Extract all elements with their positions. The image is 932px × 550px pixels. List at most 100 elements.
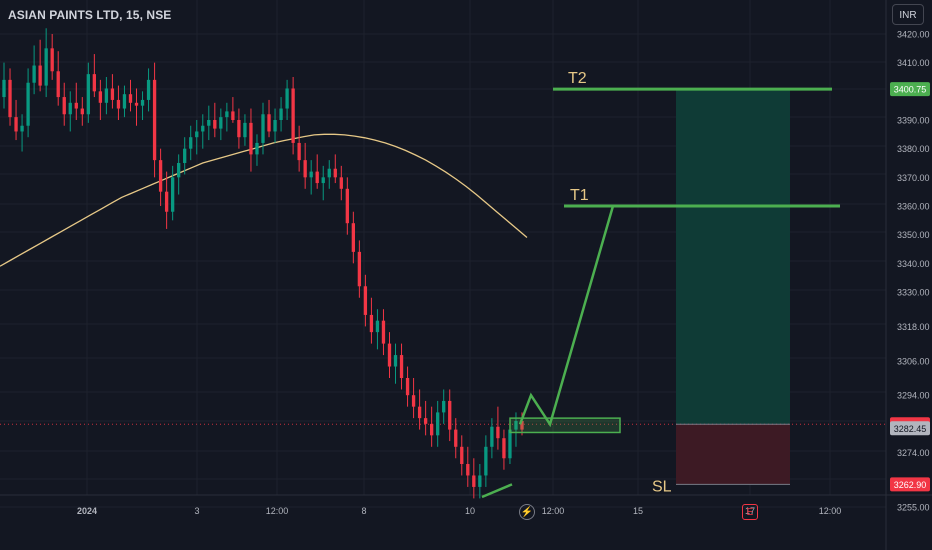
candle-body [74, 102, 78, 109]
candle-body [393, 355, 398, 367]
candle-body [285, 88, 289, 109]
candle-body [273, 120, 277, 132]
currency-button[interactable]: INR [892, 4, 924, 25]
candle-body [38, 65, 42, 86]
candle-body [309, 171, 313, 178]
candle-body [68, 102, 72, 115]
candle-body [520, 421, 524, 430]
price-tick-label: 3294.00 [897, 391, 930, 401]
candle-body [508, 429, 512, 459]
price-tick-label: 3390.00 [897, 116, 930, 126]
bullish-leg [481, 483, 513, 499]
candle-body [98, 91, 103, 103]
time-tick-label: 10 [465, 506, 475, 516]
candle-body [442, 400, 446, 413]
time-tick-label: 12:00 [542, 506, 565, 516]
candle-body [164, 191, 169, 212]
candle-body [177, 163, 181, 178]
candle-body [267, 114, 271, 132]
candle-body [14, 117, 18, 132]
candle-body [146, 79, 151, 100]
candle-body [357, 251, 362, 287]
candle-body [484, 446, 488, 476]
t2-label: T2 [568, 70, 587, 87]
candle-body [213, 120, 217, 129]
price-badge-label: 3400.75 [894, 85, 927, 95]
candle-body [189, 137, 193, 149]
candle-body [122, 94, 127, 109]
candle-body [454, 429, 458, 447]
price-tick-label: 3306.00 [897, 356, 930, 366]
projection-path [518, 205, 615, 428]
entry-zone [509, 417, 621, 434]
drawings[interactable]: T2 T1 SL [481, 70, 840, 499]
candle-body [339, 177, 343, 189]
candle-body [86, 74, 90, 115]
candle-body [502, 438, 506, 459]
price-tick-label: 3380.00 [897, 144, 930, 154]
candle-body [152, 79, 157, 161]
time-tick-label: 2024 [77, 506, 97, 516]
candle-body [92, 74, 97, 92]
candle-body [219, 117, 223, 129]
candle-body [321, 177, 325, 184]
candle-body [423, 418, 428, 424]
price-tick-label: 3350.00 [897, 230, 930, 240]
candle-body [183, 148, 187, 163]
t1-label: T1 [570, 187, 589, 204]
candle-body [231, 111, 235, 120]
candle-body [436, 412, 440, 436]
candle-body [32, 65, 36, 83]
candle-body [225, 111, 229, 118]
time-tick-label: 12:00 [266, 506, 289, 516]
earnings-icon[interactable]: E [742, 504, 758, 520]
candle-body [490, 426, 494, 447]
candle-body [369, 314, 374, 333]
candle-body [315, 171, 319, 184]
chart-title: ASIAN PAINTS LTD, 15, NSE [8, 8, 172, 22]
candle-body [50, 48, 54, 72]
candle-body [429, 423, 434, 436]
candle-body [261, 114, 265, 143]
flash-icon[interactable]: ⚡ [519, 504, 535, 520]
candle-body [116, 99, 121, 109]
candle-body [345, 188, 349, 224]
risk-reward-zones [0, 89, 886, 485]
sl-label: SL [652, 478, 672, 495]
candle-body [44, 48, 48, 86]
candle-body [20, 125, 24, 132]
price-tick-label: 3330.00 [897, 288, 930, 298]
candle-body [80, 108, 84, 115]
time-axis[interactable]: 2024 3 12:00 8 10 12:00 15 17 12:00 [77, 506, 841, 516]
candle-body [128, 94, 133, 103]
price-tick-label: 3274.00 [897, 448, 930, 458]
candle-body [399, 355, 404, 378]
price-tick-label: 3370.00 [897, 173, 930, 183]
price-tick-label: 3318.00 [897, 322, 930, 332]
candle-body [134, 102, 139, 106]
price-badge-label: 3262.90 [894, 480, 927, 490]
candle-body [110, 88, 115, 100]
price-axis[interactable]: 3255.00 3274.00 3294.00 3306.00 3318.00 3330.… [890, 30, 930, 513]
candle-body [8, 79, 12, 118]
candle-body [56, 71, 60, 98]
candle-body [327, 168, 331, 178]
candle-body [514, 421, 518, 430]
candle-body [405, 378, 410, 396]
candle-body [291, 88, 295, 143]
candle-body [333, 168, 337, 178]
price-badge-label: 3282.45 [894, 424, 927, 434]
candle-body [170, 177, 175, 212]
price-tick-label: 3410.00 [897, 58, 930, 68]
candle-body [478, 475, 482, 487]
candle-body [207, 120, 211, 126]
time-tick-label: 17 [745, 506, 755, 516]
candle-body [104, 88, 109, 103]
loss-zone [676, 424, 790, 485]
candle-body [387, 343, 392, 367]
candle-body [460, 446, 464, 464]
candle-body [472, 475, 476, 487]
